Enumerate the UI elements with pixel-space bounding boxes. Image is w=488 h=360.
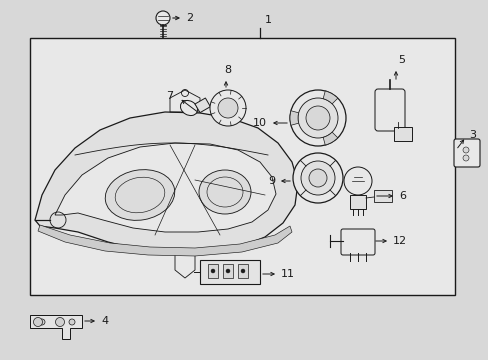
- Circle shape: [225, 269, 229, 273]
- Wedge shape: [289, 111, 298, 125]
- Bar: [223, 264, 232, 278]
- Text: 1: 1: [264, 15, 271, 25]
- FancyBboxPatch shape: [393, 127, 411, 141]
- Text: 2: 2: [185, 13, 193, 23]
- Bar: [207, 264, 218, 278]
- Bar: [349, 195, 365, 209]
- Polygon shape: [38, 225, 291, 256]
- Circle shape: [308, 169, 326, 187]
- Circle shape: [343, 167, 371, 195]
- Ellipse shape: [105, 170, 174, 220]
- Circle shape: [69, 319, 75, 325]
- Bar: [30, 38, 454, 295]
- Circle shape: [210, 269, 215, 273]
- Circle shape: [209, 90, 245, 126]
- Circle shape: [218, 98, 238, 118]
- Circle shape: [156, 11, 170, 25]
- Polygon shape: [55, 143, 275, 232]
- Text: 6: 6: [398, 191, 405, 201]
- Polygon shape: [35, 112, 297, 253]
- Ellipse shape: [199, 170, 250, 214]
- Wedge shape: [323, 132, 337, 145]
- Circle shape: [241, 269, 244, 273]
- Text: 12: 12: [392, 236, 407, 246]
- Ellipse shape: [180, 100, 197, 116]
- Bar: [238, 264, 247, 278]
- Text: 10: 10: [252, 118, 266, 128]
- Text: 7: 7: [165, 91, 173, 101]
- Circle shape: [462, 155, 468, 161]
- Circle shape: [301, 161, 334, 195]
- Circle shape: [305, 106, 329, 130]
- Circle shape: [34, 318, 42, 327]
- Text: 5: 5: [397, 55, 404, 65]
- Circle shape: [292, 153, 342, 203]
- Polygon shape: [30, 315, 82, 339]
- Circle shape: [55, 318, 64, 327]
- Wedge shape: [323, 91, 337, 104]
- Bar: [195, 98, 210, 113]
- Bar: [373, 190, 391, 202]
- FancyBboxPatch shape: [453, 139, 479, 167]
- Text: 11: 11: [281, 269, 294, 279]
- Circle shape: [289, 90, 346, 146]
- FancyBboxPatch shape: [340, 229, 374, 255]
- Circle shape: [462, 147, 468, 153]
- FancyBboxPatch shape: [374, 89, 404, 131]
- Text: 4: 4: [101, 316, 108, 326]
- Circle shape: [39, 319, 45, 325]
- Text: 9: 9: [267, 176, 274, 186]
- Bar: [200, 260, 260, 284]
- Circle shape: [297, 98, 337, 138]
- Text: 8: 8: [224, 65, 231, 75]
- Text: 3: 3: [468, 130, 475, 140]
